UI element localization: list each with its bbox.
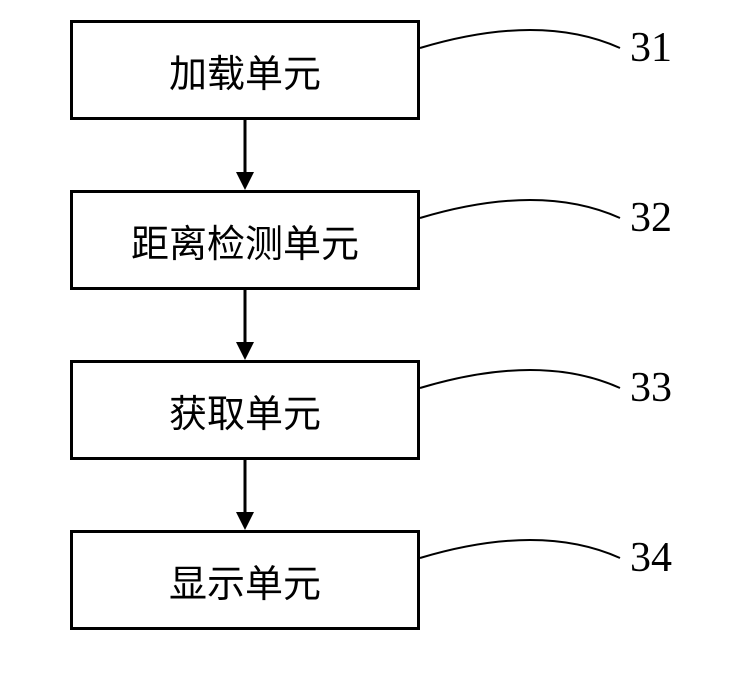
flow-edge bbox=[236, 460, 254, 530]
flow-node-label: 获取单元 bbox=[169, 383, 321, 438]
flow-node-acquire-unit: 获取单元 bbox=[70, 360, 420, 460]
flow-node-number: 32 bbox=[630, 194, 672, 242]
flow-node-label: 加载单元 bbox=[169, 43, 321, 98]
flow-node-distance-detect-unit: 距离检测单元 bbox=[70, 190, 420, 290]
flow-node-number: 33 bbox=[630, 364, 672, 412]
flow-node-label: 距离检测单元 bbox=[131, 213, 359, 268]
leader-line bbox=[420, 540, 620, 558]
flow-node-load-unit: 加载单元 bbox=[70, 20, 420, 120]
flow-edge bbox=[236, 120, 254, 190]
leader-line bbox=[420, 200, 620, 218]
flow-node-display-unit: 显示单元 bbox=[70, 530, 420, 630]
leader-line bbox=[420, 370, 620, 388]
flow-node-label: 显示单元 bbox=[169, 553, 321, 608]
flow-edge bbox=[236, 290, 254, 360]
flow-node-number: 34 bbox=[630, 534, 672, 582]
flowchart-canvas: 加载单元 31 距离检测单元 32 获取单元 33 显示单元 34 bbox=[0, 0, 752, 684]
leader-line bbox=[420, 30, 620, 48]
flow-node-number: 31 bbox=[630, 24, 672, 72]
